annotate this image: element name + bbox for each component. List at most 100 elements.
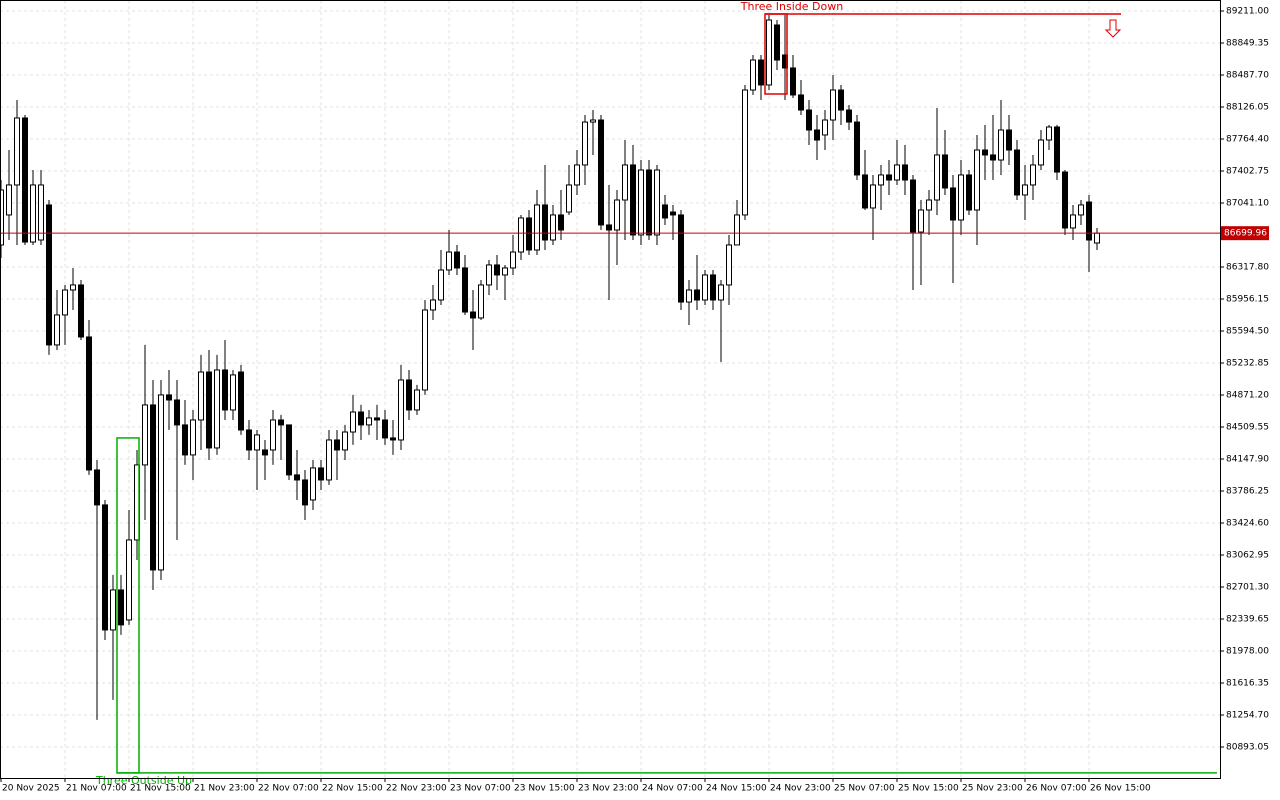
candle-body xyxy=(926,199,932,211)
y-tick-label: 83062.95 xyxy=(1226,550,1269,560)
y-tick-label: 80893.05 xyxy=(1226,742,1269,752)
candle-body xyxy=(414,389,420,411)
last-price-label: 86699.96 xyxy=(1224,229,1267,239)
candle-body xyxy=(366,417,372,426)
candle-body xyxy=(286,424,292,476)
candle-body xyxy=(886,174,892,181)
candle-body xyxy=(646,169,652,236)
candle-body xyxy=(558,214,564,231)
candle-body xyxy=(206,371,212,449)
y-tick-label: 87041.10 xyxy=(1226,198,1269,208)
candle-body xyxy=(750,59,756,91)
pattern-label: Three Inside Down xyxy=(740,0,843,13)
y-tick-label: 85232.85 xyxy=(1226,358,1269,368)
candle-body xyxy=(1006,129,1012,151)
candle-body xyxy=(70,284,76,291)
candle-body xyxy=(422,309,428,391)
candle-body xyxy=(1014,149,1020,196)
candle-body xyxy=(326,439,332,481)
candle-body xyxy=(142,404,148,466)
candle-body xyxy=(598,119,604,226)
candle-body xyxy=(990,154,996,161)
candle-body xyxy=(590,119,596,123)
candle-body xyxy=(878,174,884,186)
pattern-label: Three Outside Up xyxy=(95,774,192,787)
candle-body xyxy=(1070,214,1076,229)
x-tick-label: 23 Nov 07:00 xyxy=(450,784,511,794)
candle-body xyxy=(94,469,100,506)
candle-body xyxy=(62,289,68,316)
candle-body xyxy=(238,371,244,431)
candle-body xyxy=(694,289,700,301)
candle-body xyxy=(854,121,860,176)
candle-body xyxy=(1030,164,1036,186)
candle-body xyxy=(446,251,452,271)
candle-body xyxy=(726,244,732,286)
candle-body xyxy=(950,187,956,221)
candle-body xyxy=(1078,204,1084,216)
y-tick-label: 81978.00 xyxy=(1226,646,1269,656)
candle-body xyxy=(382,419,388,439)
candle-body xyxy=(310,467,316,501)
candle-body xyxy=(102,504,108,631)
candle-body xyxy=(574,164,580,186)
candle-body xyxy=(678,214,684,303)
candle-body xyxy=(774,24,780,61)
plot-border xyxy=(0,0,1221,779)
candle-body xyxy=(438,269,444,301)
x-tick-label: 22 Nov 07:00 xyxy=(258,784,319,794)
candle-body xyxy=(254,434,260,451)
candle-body xyxy=(846,109,852,123)
candle-body xyxy=(566,184,572,213)
candle-body xyxy=(670,211,676,216)
y-tick-label: 88849.35 xyxy=(1226,38,1269,48)
candle-body xyxy=(6,184,12,216)
x-tick-label: 26 Nov 07:00 xyxy=(1026,784,1087,794)
candle-body xyxy=(534,204,540,251)
candle-body xyxy=(1038,139,1044,166)
candle-body xyxy=(718,284,724,301)
candle-body xyxy=(702,274,708,301)
candle-body xyxy=(318,467,324,481)
candle-body xyxy=(758,59,764,86)
candle-body xyxy=(910,179,916,233)
x-tick-label: 21 Nov 23:00 xyxy=(194,784,255,794)
candle-body xyxy=(342,431,348,451)
candle-body xyxy=(230,374,236,411)
candle-body xyxy=(462,267,468,313)
candle-body xyxy=(822,119,828,136)
candle-body xyxy=(638,169,644,236)
candle-body xyxy=(958,174,964,221)
x-tick-label: 21 Nov 07:00 xyxy=(66,784,127,794)
y-tick-label: 87764.40 xyxy=(1226,134,1269,144)
candle-body xyxy=(518,217,524,253)
candle-body xyxy=(622,164,628,201)
candle-body xyxy=(398,379,404,441)
candle-body xyxy=(662,204,668,219)
candle-body xyxy=(54,314,60,346)
y-tick-label: 89211.00 xyxy=(1226,6,1269,16)
candle-body xyxy=(998,129,1004,161)
candle-body xyxy=(510,251,516,269)
grid xyxy=(0,0,1220,778)
candle-body xyxy=(182,424,188,456)
y-tick-label: 85956.15 xyxy=(1226,294,1269,304)
candle-body xyxy=(790,67,796,96)
candle-body xyxy=(1022,184,1028,196)
y-tick-label: 86317.80 xyxy=(1226,262,1269,272)
candle-body xyxy=(110,589,116,631)
candle-body xyxy=(190,419,196,456)
candle-body xyxy=(278,419,284,426)
candle-body xyxy=(942,154,948,189)
candle-body xyxy=(46,204,52,346)
candle-body xyxy=(710,274,716,301)
candle-body xyxy=(614,199,620,231)
y-tick-label: 84509.55 xyxy=(1226,422,1269,432)
x-tick-label: 24 Nov 23:00 xyxy=(770,784,831,794)
pattern-arrow xyxy=(1104,19,1122,38)
candle-body xyxy=(486,264,492,286)
x-tick-label: 25 Nov 07:00 xyxy=(834,784,895,794)
candle-body xyxy=(902,164,908,181)
candle-body xyxy=(734,214,740,246)
candle-body xyxy=(454,251,460,269)
